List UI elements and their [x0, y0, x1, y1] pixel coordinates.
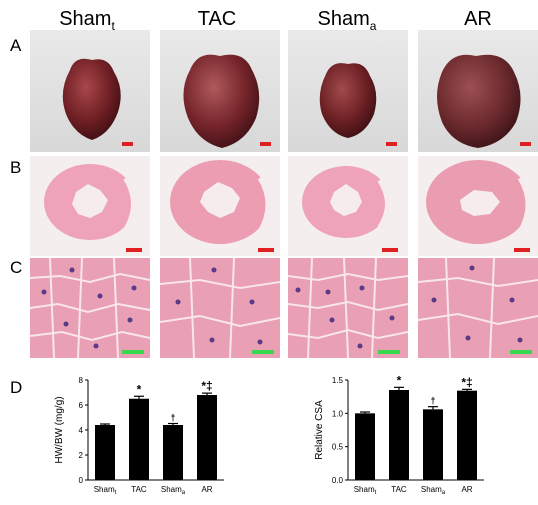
x-tick-label: AR — [201, 485, 212, 494]
histology-section-sham-a — [288, 156, 408, 256]
bar — [457, 390, 477, 480]
row-label-a: A — [10, 36, 22, 55]
cross-section-image — [170, 160, 274, 252]
significance-marker: * — [397, 373, 402, 387]
x-tick-label: TAC — [391, 485, 407, 494]
scale-bar — [386, 142, 397, 146]
cell-histology-image — [160, 258, 280, 358]
scale-bar — [520, 142, 531, 146]
cross-section-image — [302, 166, 398, 252]
histology-section-tac — [160, 156, 280, 256]
y-tick-label: 0.5 — [332, 443, 344, 452]
cell-histology-image — [30, 258, 150, 358]
heart-photo-sham-a — [288, 30, 408, 152]
y-tick-label: 8 — [79, 376, 84, 385]
histology-section-ar — [418, 156, 538, 256]
y-tick-label: 2 — [79, 451, 84, 460]
cell-histology-image — [418, 258, 538, 358]
bar — [163, 425, 183, 480]
row-label-d: D — [10, 378, 23, 397]
histology-section-sham-t — [30, 156, 150, 256]
bar — [197, 395, 217, 480]
scale-bar — [126, 248, 142, 252]
row-label-c: C — [10, 258, 23, 277]
significance-marker: † — [430, 396, 435, 406]
y-axis-label: Relative CSA — [314, 400, 325, 460]
cross-section-image — [426, 160, 531, 252]
heart-photo-sham-t — [30, 30, 150, 152]
bar — [355, 413, 375, 480]
heart-photo-tac — [160, 30, 280, 152]
heart-image — [437, 54, 531, 148]
x-tick-label: Shama — [421, 485, 446, 496]
scale-bar — [122, 350, 144, 354]
bar — [389, 390, 409, 480]
y-tick-label: 1.5 — [332, 376, 344, 385]
significance-marker: *‡ — [201, 379, 212, 393]
scale-bar — [510, 350, 532, 354]
heart-photo-ar — [418, 30, 538, 152]
scale-bar — [378, 350, 400, 354]
x-tick-label: Shama — [161, 485, 186, 496]
y-tick-label: 1.0 — [332, 409, 344, 418]
column-header-tac: TAC — [197, 8, 237, 30]
cardiomyocyte-image-sham-t — [30, 258, 150, 358]
x-tick-label: TAC — [131, 485, 147, 494]
x-tick-label: Shamt — [94, 485, 117, 496]
scale-bar — [514, 248, 530, 252]
scale-bar — [252, 350, 274, 354]
y-tick-label: 4 — [79, 426, 84, 435]
y-tick-label: 6 — [79, 401, 84, 410]
row-label-b: B — [10, 158, 22, 177]
scale-bar — [382, 248, 398, 252]
column-header-sham-t: Shamt — [59, 8, 115, 33]
y-tick-label: 0.0 — [332, 476, 344, 485]
cross-section-image — [44, 164, 142, 252]
cardiomyocyte-image-ar — [418, 258, 538, 358]
scale-bar — [122, 142, 133, 146]
cell-histology-image — [288, 258, 408, 358]
hw-bw-bar-chart: 0 2 4 6 8 HW/BW (mg/g) Shamt * TAC † Shama *‡ AR — [54, 376, 224, 496]
heart-image — [319, 63, 397, 146]
y-tick-label: 0 — [79, 476, 84, 485]
cardiomyocyte-image-sham-a — [288, 258, 408, 358]
cardiomyocyte-image-tac — [160, 258, 280, 358]
bar — [95, 425, 115, 480]
significance-marker: *‡ — [461, 375, 472, 389]
heart-image — [183, 54, 271, 148]
bar — [129, 398, 149, 480]
significance-marker: † — [170, 413, 175, 423]
x-tick-label: Shamt — [354, 485, 377, 496]
bar — [423, 409, 443, 480]
y-axis-label: HW/BW (mg/g) — [54, 396, 65, 463]
scale-bar — [260, 142, 271, 146]
x-tick-label: AR — [461, 485, 472, 494]
heart-image — [62, 58, 133, 146]
relative-csa-bar-chart: 0.0 0.5 1.0 1.5 Relative CSA Shamt * TAC † Shama *… — [314, 373, 484, 496]
column-header-ar: AR — [464, 8, 492, 30]
scale-bar — [258, 248, 274, 252]
column-header-sham-a: Shama — [317, 8, 377, 33]
significance-marker: * — [137, 382, 142, 396]
